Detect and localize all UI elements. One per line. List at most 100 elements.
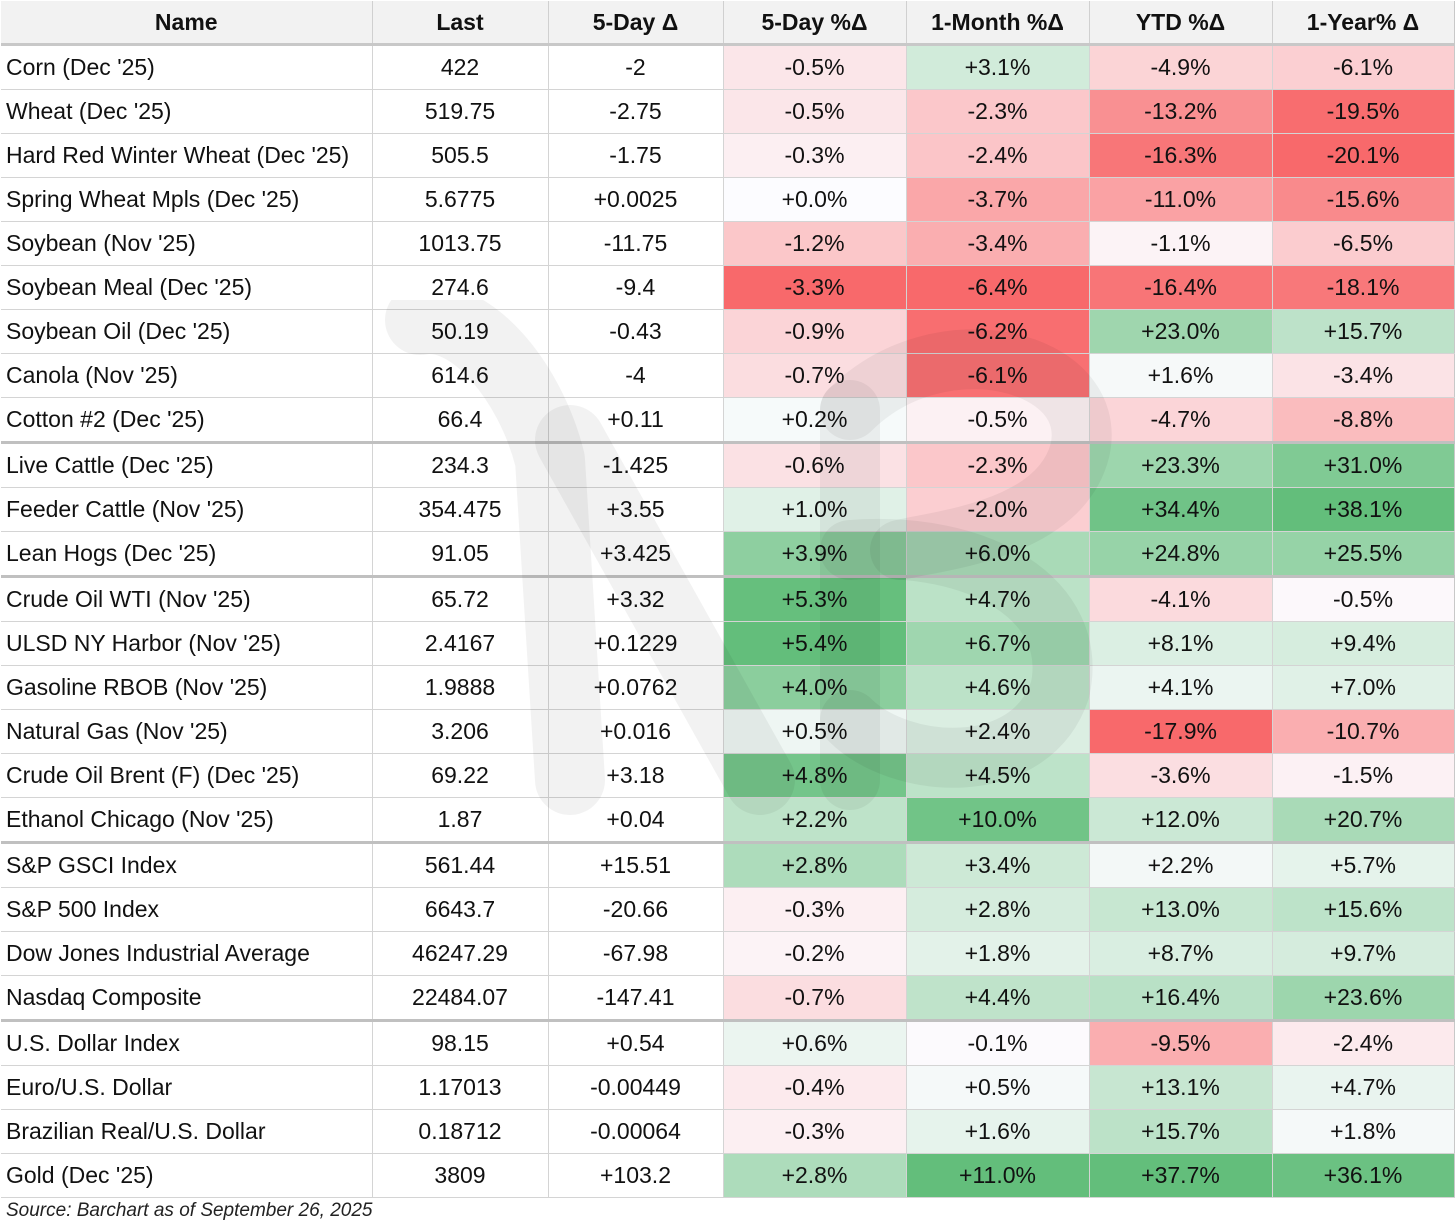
cell-pct-1y: -19.5% <box>1272 89 1455 134</box>
cell-last: 3809 <box>372 1153 549 1198</box>
cell-change-5d: +0.0762 <box>548 665 724 710</box>
cell-pct-1m: +4.7% <box>906 576 1090 622</box>
cell-pct-ytd: +1.6% <box>1089 353 1273 398</box>
cell-pct-1y: -8.8% <box>1272 397 1455 444</box>
cell-pct-ytd: +4.1% <box>1089 665 1273 710</box>
cell-change-5d: +3.55 <box>548 487 724 532</box>
cell-pct-ytd: -16.3% <box>1089 133 1273 178</box>
cell-pct-1y: +15.7% <box>1272 309 1455 354</box>
cell-pct-5d: -0.5% <box>723 89 907 134</box>
header-row: Name Last 5-Day Δ 5-Day %Δ 1-Month %Δ YTD %Δ 1… <box>1 1 1455 46</box>
table-row: Spring Wheat Mpls (Dec '25) 5.6775 +0.0025… <box>1 177 1455 222</box>
cell-pct-1m: -6.2% <box>906 309 1090 354</box>
table-row: Soybean Oil (Dec '25) 50.19 -0.43 -0.9% -6.2… <box>1 309 1455 354</box>
cell-pct-1m: +6.7% <box>906 621 1090 666</box>
table-row: Brazilian Real/U.S. Dollar 0.18712 -0.0006… <box>1 1109 1455 1154</box>
cell-pct-1y: +23.6% <box>1272 975 1455 1022</box>
cell-pct-ytd: -16.4% <box>1089 265 1273 310</box>
table-row: Dow Jones Industrial Average 46247.29 -67.… <box>1 931 1455 976</box>
cell-pct-1m: +1.8% <box>906 931 1090 976</box>
cell-change-5d: +103.2 <box>548 1153 724 1198</box>
cell-last: 0.18712 <box>372 1109 549 1154</box>
cell-last: 2.4167 <box>372 621 549 666</box>
column-header-last: Last <box>372 1 549 46</box>
cell-name: ULSD NY Harbor (Nov '25) <box>1 621 373 666</box>
cell-name: Nasdaq Composite <box>1 975 373 1022</box>
cell-change-5d: +0.04 <box>548 797 724 844</box>
cell-last: 98.15 <box>372 1020 549 1066</box>
cell-pct-1m: +2.8% <box>906 887 1090 932</box>
cell-change-5d: +3.425 <box>548 531 724 578</box>
cell-change-5d: -4 <box>548 353 724 398</box>
cell-name: Feeder Cattle (Nov '25) <box>1 487 373 532</box>
cell-pct-5d: +1.0% <box>723 487 907 532</box>
cell-pct-1m: +3.4% <box>906 842 1090 888</box>
cell-pct-ytd: +2.2% <box>1089 842 1273 888</box>
cell-pct-5d: +0.2% <box>723 397 907 444</box>
table-row: Cotton #2 (Dec '25) 66.4 +0.11 +0.2% -0.5% -4… <box>1 397 1455 444</box>
cell-last: 505.5 <box>372 133 549 178</box>
cell-pct-1y: +38.1% <box>1272 487 1455 532</box>
cell-pct-1y: +4.7% <box>1272 1065 1455 1110</box>
cell-pct-1y: -10.7% <box>1272 709 1455 754</box>
cell-pct-ytd: -13.2% <box>1089 89 1273 134</box>
cell-change-5d: -9.4 <box>548 265 724 310</box>
table-row: Hard Red Winter Wheat (Dec '25) 505.5 -1.7… <box>1 133 1455 178</box>
table-row: S&P GSCI Index 561.44 +15.51 +2.8% +3.4% +2.2… <box>1 842 1455 888</box>
cell-pct-1m: +6.0% <box>906 531 1090 578</box>
table-row: Gasoline RBOB (Nov '25) 1.9888 +0.0762 +4.0… <box>1 665 1455 710</box>
source-note: Source: Barchart as of September 26, 202… <box>6 1200 373 1221</box>
column-header-name: Name <box>1 1 373 46</box>
cell-pct-ytd: -4.9% <box>1089 44 1273 90</box>
cell-pct-ytd: -17.9% <box>1089 709 1273 754</box>
cell-change-5d: +0.0025 <box>548 177 724 222</box>
cell-pct-1m: +11.0% <box>906 1153 1090 1198</box>
cell-pct-1m: +3.1% <box>906 44 1090 90</box>
cell-name: Natural Gas (Nov '25) <box>1 709 373 754</box>
cell-pct-1m: +10.0% <box>906 797 1090 844</box>
cell-last: 234.3 <box>372 442 549 488</box>
cell-pct-1y: +36.1% <box>1272 1153 1455 1198</box>
table-row: Crude Oil Brent (F) (Dec '25) 69.22 +3.18 +… <box>1 753 1455 798</box>
cell-pct-ytd: +15.7% <box>1089 1109 1273 1154</box>
cell-pct-5d: -0.9% <box>723 309 907 354</box>
table-row: Wheat (Dec '25) 519.75 -2.75 -0.5% -2.3% -13.… <box>1 89 1455 134</box>
table-row: S&P 500 Index 6643.7 -20.66 -0.3% +2.8% +13.0… <box>1 887 1455 932</box>
cell-pct-1y: -18.1% <box>1272 265 1455 310</box>
cell-pct-1y: -3.4% <box>1272 353 1455 398</box>
cell-pct-5d: -1.2% <box>723 221 907 266</box>
cell-last: 91.05 <box>372 531 549 578</box>
column-header-pct-1m: 1-Month %Δ <box>906 1 1090 46</box>
cell-change-5d: -0.43 <box>548 309 724 354</box>
cell-pct-ytd: -4.1% <box>1089 576 1273 622</box>
table-row: ULSD NY Harbor (Nov '25) 2.4167 +0.1229 +5.… <box>1 621 1455 666</box>
cell-pct-ytd: -1.1% <box>1089 221 1273 266</box>
cell-pct-1m: -0.5% <box>906 397 1090 444</box>
cell-name: Canola (Nov '25) <box>1 353 373 398</box>
cell-pct-5d: +0.5% <box>723 709 907 754</box>
table-row: Natural Gas (Nov '25) 3.206 +0.016 +0.5% +2.… <box>1 709 1455 754</box>
cell-pct-1y: -0.5% <box>1272 576 1455 622</box>
cell-last: 354.475 <box>372 487 549 532</box>
cell-change-5d: -2.75 <box>548 89 724 134</box>
table-body: Corn (Dec '25) 422 -2 -0.5% +3.1% -4.9% -6.1% W… <box>1 44 1455 1198</box>
cell-name: Ethanol Chicago (Nov '25) <box>1 797 373 844</box>
cell-name: Euro/U.S. Dollar <box>1 1065 373 1110</box>
cell-pct-5d: +0.0% <box>723 177 907 222</box>
cell-change-5d: -0.00064 <box>548 1109 724 1154</box>
cell-change-5d: -67.98 <box>548 931 724 976</box>
table-row: Crude Oil WTI (Nov '25) 65.72 +3.32 +5.3% +4… <box>1 576 1455 622</box>
cell-last: 3.206 <box>372 709 549 754</box>
cell-last: 6643.7 <box>372 887 549 932</box>
cell-pct-1y: +31.0% <box>1272 442 1455 488</box>
cell-pct-1m: -2.0% <box>906 487 1090 532</box>
cell-last: 1.9888 <box>372 665 549 710</box>
cell-name: Dow Jones Industrial Average <box>1 931 373 976</box>
cell-last: 561.44 <box>372 842 549 888</box>
cell-pct-5d: -0.4% <box>723 1065 907 1110</box>
cell-pct-1m: -3.4% <box>906 221 1090 266</box>
cell-pct-5d: -0.2% <box>723 931 907 976</box>
table-row: Feeder Cattle (Nov '25) 354.475 +3.55 +1.0%… <box>1 487 1455 532</box>
cell-pct-5d: +2.8% <box>723 1153 907 1198</box>
cell-pct-5d: -3.3% <box>723 265 907 310</box>
